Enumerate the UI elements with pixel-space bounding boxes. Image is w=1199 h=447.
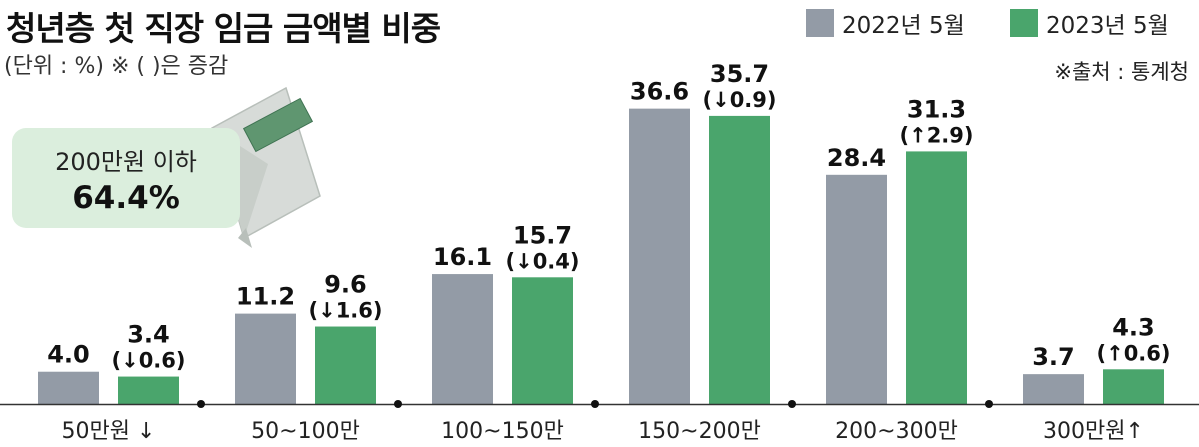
- chart-subtitle: (단위 : %) ※ ( )은 증감: [4, 54, 229, 79]
- bar-2022-4: [826, 174, 887, 404]
- legend-item-2022: 2022년 5월: [806, 6, 965, 40]
- bars-group: [38, 108, 1164, 404]
- value-label-2023-1: 9.6: [324, 271, 367, 299]
- change-label-4: (↑2.9): [900, 123, 974, 147]
- bar-2023-4: [906, 151, 967, 404]
- change-label-0: (↓0.6): [112, 349, 186, 373]
- bar-2023-1: [315, 326, 376, 404]
- change-label-5: (↑0.6): [1097, 341, 1171, 365]
- bar-2023-0: [118, 376, 179, 404]
- category-label-5: 300만원↑: [1043, 419, 1144, 444]
- bar-2022-1: [235, 313, 296, 404]
- value-label-2023-5: 4.3: [1112, 313, 1155, 341]
- callout-box: 200만원 이하 64.4%: [12, 128, 240, 228]
- value-label-2022-4: 28.4: [827, 144, 886, 172]
- callout-value: 64.4%: [72, 180, 180, 216]
- legend-item-2023: 2023년 5월: [1010, 6, 1169, 40]
- category-label-4: 200~300만: [835, 419, 958, 444]
- bar-2022-3: [629, 108, 690, 404]
- value-label-2022-0: 4.0: [47, 341, 90, 369]
- axis-dot-2: [591, 400, 599, 408]
- bar-2023-3: [709, 115, 770, 404]
- callout-label: 200만원 이하: [55, 148, 197, 176]
- value-label-2023-3: 35.7: [710, 60, 769, 88]
- value-label-2022-5: 3.7: [1032, 343, 1075, 371]
- legend-swatch-2023: [1010, 9, 1038, 37]
- labels-group: 4.0 3.4(↓0.6) 50만원 ↓ 11.2 9.6(↓1.6) 50~100만 16…: [47, 60, 1170, 444]
- bar-2023-2: [512, 277, 573, 404]
- value-label-2022-1: 11.2: [236, 283, 295, 311]
- change-label-1: (↓1.6): [309, 299, 383, 323]
- axis-dots: [197, 400, 993, 408]
- category-label-2: 100~150만: [441, 419, 564, 444]
- change-label-3: (↓0.9): [703, 88, 777, 112]
- bar-2022-5: [1023, 374, 1084, 404]
- value-label-2022-2: 16.1: [433, 243, 492, 271]
- legend-label-2023: 2023년 5월: [1046, 13, 1169, 39]
- change-label-2: (↓0.4): [506, 249, 580, 273]
- value-label-2023-2: 15.7: [513, 221, 572, 249]
- bar-2022-0: [38, 371, 99, 404]
- axis-dot-1: [394, 400, 402, 408]
- bar-2023-5: [1103, 369, 1164, 404]
- value-label-2023-0: 3.4: [127, 321, 170, 349]
- category-label-1: 50~100만: [251, 419, 360, 444]
- legend-label-2022: 2022년 5월: [842, 13, 965, 39]
- chart-title: 청년층 첫 직장 임금 금액별 비중: [6, 9, 441, 48]
- legend-swatch-2022: [806, 9, 834, 37]
- category-label-0: 50만원 ↓: [62, 419, 156, 444]
- value-label-2022-3: 36.6: [630, 78, 689, 106]
- axis-dot-0: [197, 400, 205, 408]
- value-label-2023-4: 31.3: [907, 95, 966, 123]
- axis-dot-4: [985, 400, 993, 408]
- axis-dot-3: [788, 400, 796, 408]
- bar-2022-2: [432, 274, 493, 404]
- category-label-3: 150~200만: [638, 419, 761, 444]
- source-note: ※출처 : 통계청: [1054, 60, 1189, 84]
